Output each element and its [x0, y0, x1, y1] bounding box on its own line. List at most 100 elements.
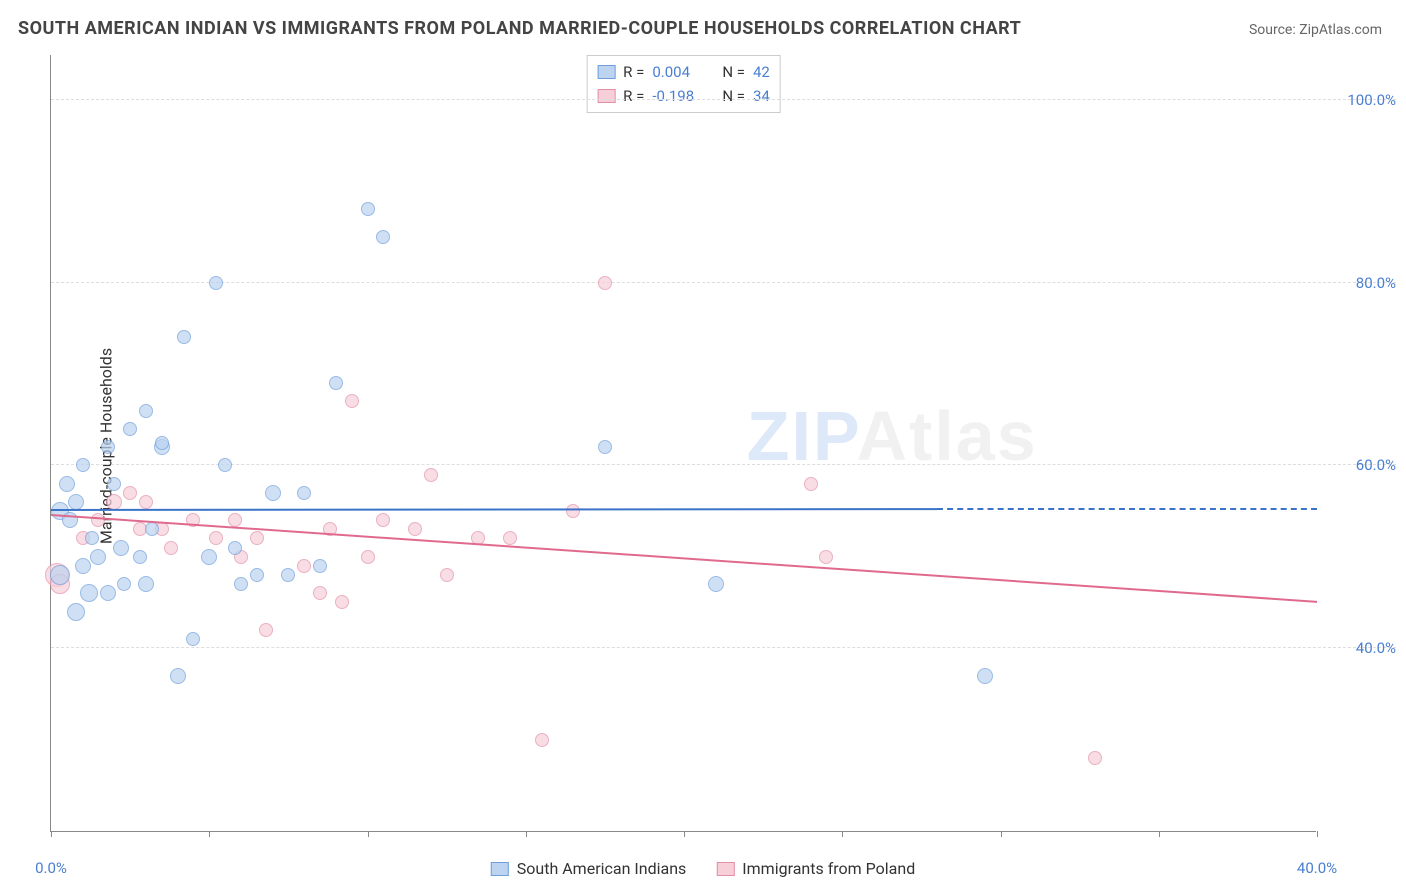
data-point: [708, 576, 724, 592]
data-point: [345, 394, 359, 408]
x-tick: [51, 831, 52, 837]
data-point: [598, 440, 612, 454]
legend-stat-row: R =0.004N =42: [597, 60, 770, 84]
x-tick: [209, 831, 210, 837]
chart-title: SOUTH AMERICAN INDIAN VS IMMIGRANTS FROM…: [18, 18, 1021, 39]
correlation-chart: SOUTH AMERICAN INDIAN VS IMMIGRANTS FROM…: [0, 0, 1406, 892]
data-point: [164, 541, 178, 555]
gridline: [51, 464, 1396, 465]
data-point: [503, 531, 517, 545]
source-label: Source:: [1249, 22, 1299, 38]
legend-series-label: South American Indians: [517, 859, 687, 878]
data-point: [424, 468, 438, 482]
data-point: [106, 494, 122, 510]
data-point: [535, 733, 549, 747]
y-tick-label: 80.0%: [1326, 274, 1396, 292]
data-point: [170, 668, 186, 684]
data-point: [361, 550, 375, 564]
data-point: [145, 522, 159, 536]
data-point: [218, 458, 232, 472]
gridline: [51, 647, 1396, 648]
data-point: [259, 623, 273, 637]
legend-series: South American Indians Immigrants from Po…: [491, 859, 915, 878]
r-value: -0.198: [652, 84, 702, 108]
plot-area: ZIPAtlas R =0.004N =42R =-0.198N =34 40.…: [50, 55, 1316, 832]
data-point: [50, 565, 70, 585]
legend-stats: R =0.004N =42R =-0.198N =34: [586, 55, 781, 113]
data-point: [100, 585, 116, 601]
r-label: R =: [623, 60, 644, 84]
y-tick-label: 60.0%: [1326, 456, 1396, 474]
data-point: [1088, 751, 1102, 765]
data-point: [90, 549, 106, 565]
r-label: R =: [623, 84, 644, 108]
n-value: 34: [753, 84, 770, 108]
data-point: [297, 486, 311, 500]
data-point: [76, 458, 90, 472]
data-point: [361, 202, 375, 216]
y-tick-label: 100.0%: [1326, 91, 1396, 109]
data-point: [177, 330, 191, 344]
data-point: [228, 541, 242, 555]
trend-line: [51, 508, 937, 511]
data-point: [123, 486, 137, 500]
legend-series-item: South American Indians: [491, 859, 687, 878]
data-point: [139, 495, 153, 509]
data-point: [117, 577, 131, 591]
x-tick: [1159, 831, 1160, 837]
data-point: [376, 513, 390, 527]
data-point: [186, 632, 200, 646]
data-point: [329, 376, 343, 390]
data-point: [250, 568, 264, 582]
data-point: [440, 568, 454, 582]
data-point: [250, 531, 264, 545]
data-point: [376, 230, 390, 244]
data-point: [75, 558, 91, 574]
legend-swatch: [597, 65, 615, 79]
n-label: N =: [722, 84, 745, 108]
data-point: [85, 531, 99, 545]
data-point: [819, 550, 833, 564]
x-tick-label: 0.0%: [35, 859, 67, 877]
data-point: [68, 494, 84, 510]
x-tick: [684, 831, 685, 837]
data-point: [138, 576, 154, 592]
r-value: 0.004: [652, 60, 702, 84]
data-point: [113, 540, 129, 556]
gridline: [51, 99, 1396, 100]
data-point: [234, 577, 248, 591]
data-point: [91, 513, 105, 527]
legend-series-item: Immigrants from Poland: [716, 859, 915, 878]
data-point: [313, 559, 327, 573]
data-point: [228, 513, 242, 527]
x-tick: [368, 831, 369, 837]
data-point: [297, 559, 311, 573]
data-point: [265, 485, 281, 501]
source-link[interactable]: ZipAtlas.com: [1299, 22, 1382, 38]
legend-swatch: [716, 862, 734, 876]
x-tick: [1001, 831, 1002, 837]
data-point: [281, 568, 295, 582]
legend-swatch: [491, 862, 509, 876]
data-point: [80, 584, 98, 602]
data-point: [335, 595, 349, 609]
x-tick: [1317, 831, 1318, 837]
data-point: [107, 477, 121, 491]
data-point: [804, 477, 818, 491]
data-point: [59, 476, 75, 492]
data-point: [408, 522, 422, 536]
data-point: [133, 550, 147, 564]
data-point: [598, 276, 612, 290]
x-tick: [526, 831, 527, 837]
n-label: N =: [722, 60, 745, 84]
data-point: [155, 436, 169, 450]
x-tick: [842, 831, 843, 837]
data-point: [67, 603, 85, 621]
legend-series-label: Immigrants from Poland: [742, 859, 915, 878]
x-tick-label: 40.0%: [1297, 859, 1337, 877]
data-point: [123, 422, 137, 436]
data-point: [139, 404, 153, 418]
gridline: [51, 282, 1396, 283]
data-point: [313, 586, 327, 600]
trend-line-extrapolated: [937, 508, 1317, 510]
